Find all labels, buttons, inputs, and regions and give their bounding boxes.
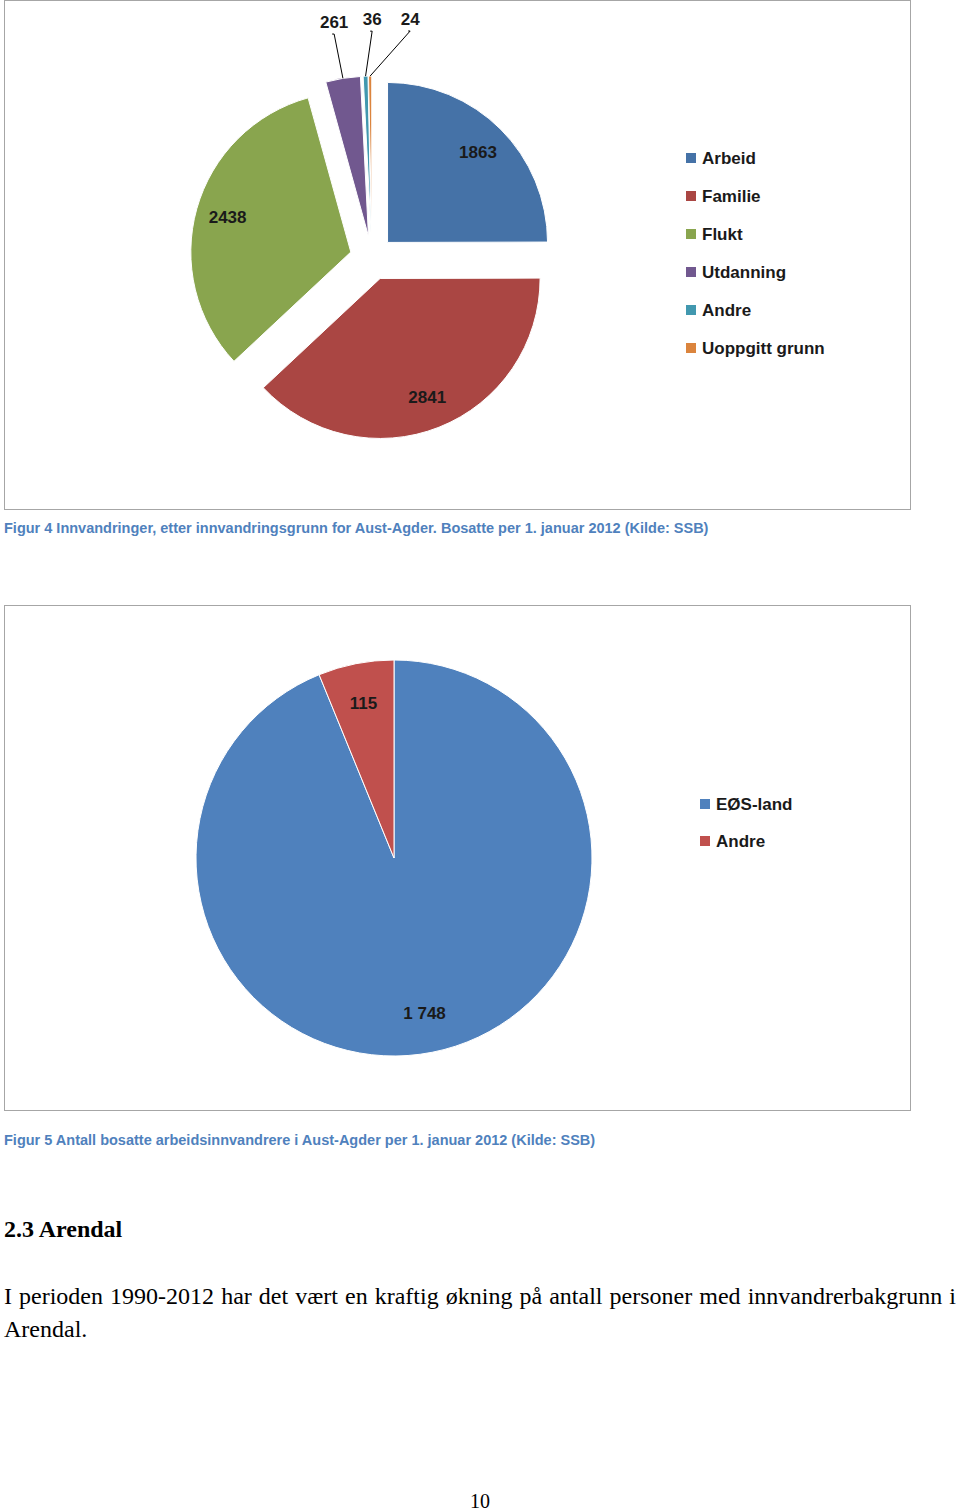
pie-slice xyxy=(388,82,548,242)
data-label: 24 xyxy=(401,10,420,29)
legend-label: Andre xyxy=(702,301,751,320)
data-label: 115 xyxy=(350,694,377,713)
data-label: 1 748 xyxy=(403,1004,446,1023)
pie-slice xyxy=(369,76,372,236)
legend-label: EØS-land xyxy=(716,795,793,814)
legend-swatch xyxy=(686,153,696,163)
pie-slice xyxy=(363,76,371,236)
data-labels: 1863 2841 2438 261 36 24 xyxy=(209,10,497,407)
data-label: 1863 xyxy=(459,143,497,162)
pie-slice xyxy=(326,76,369,236)
pie-slice xyxy=(263,278,540,438)
data-label: 2438 xyxy=(209,208,247,227)
legend-swatch xyxy=(686,267,696,277)
data-labels: 1 748 115 xyxy=(350,694,446,1024)
legend: Arbeid Familie Flukt Utdanning Andre Uoppgitt… xyxy=(686,149,825,358)
legend: EØS-land Andre xyxy=(700,795,793,851)
data-label: 36 xyxy=(363,10,382,29)
legend-swatch xyxy=(700,799,710,809)
legend-swatch xyxy=(686,229,696,239)
page-number: 10 xyxy=(0,1490,960,1512)
legend-label: Flukt xyxy=(702,225,743,244)
data-label: 2841 xyxy=(408,388,446,407)
leader-line xyxy=(332,34,343,78)
legend-swatch xyxy=(686,305,696,315)
legend-swatch xyxy=(686,191,696,201)
pie-slice xyxy=(191,98,351,361)
figure-caption: Figur 5 Antall bosatte arbeidsinnvandrer… xyxy=(4,1132,595,1148)
legend-label: Arbeid xyxy=(702,149,756,168)
section-heading: 2.3 Arendal xyxy=(4,1216,122,1243)
leader-line xyxy=(366,31,373,76)
slices xyxy=(196,660,592,1056)
legend-label: Utdanning xyxy=(702,263,786,282)
legend-label: Familie xyxy=(702,187,761,206)
pie-chart: 1863 2841 2438 261 36 24 Arbeid Familie Flukt Utd… xyxy=(0,0,960,510)
figure-caption: Figur 4 Innvandringer, etter innvandring… xyxy=(4,520,708,536)
legend-label: Andre xyxy=(716,832,765,851)
pie-slice xyxy=(319,660,394,858)
slices xyxy=(191,76,548,438)
body-paragraph: I perioden 1990-2012 har det vært en kra… xyxy=(4,1280,956,1346)
data-label: 261 xyxy=(320,13,348,32)
legend-swatch xyxy=(686,343,696,353)
legend-label: Uoppgitt grunn xyxy=(702,339,825,358)
pie-chart: 1 748 115 EØS-land Andre xyxy=(0,605,960,1111)
legend-swatch xyxy=(700,836,710,846)
leader-line xyxy=(370,31,410,76)
chart-frame xyxy=(4,0,911,510)
pie-slice xyxy=(196,660,592,1056)
